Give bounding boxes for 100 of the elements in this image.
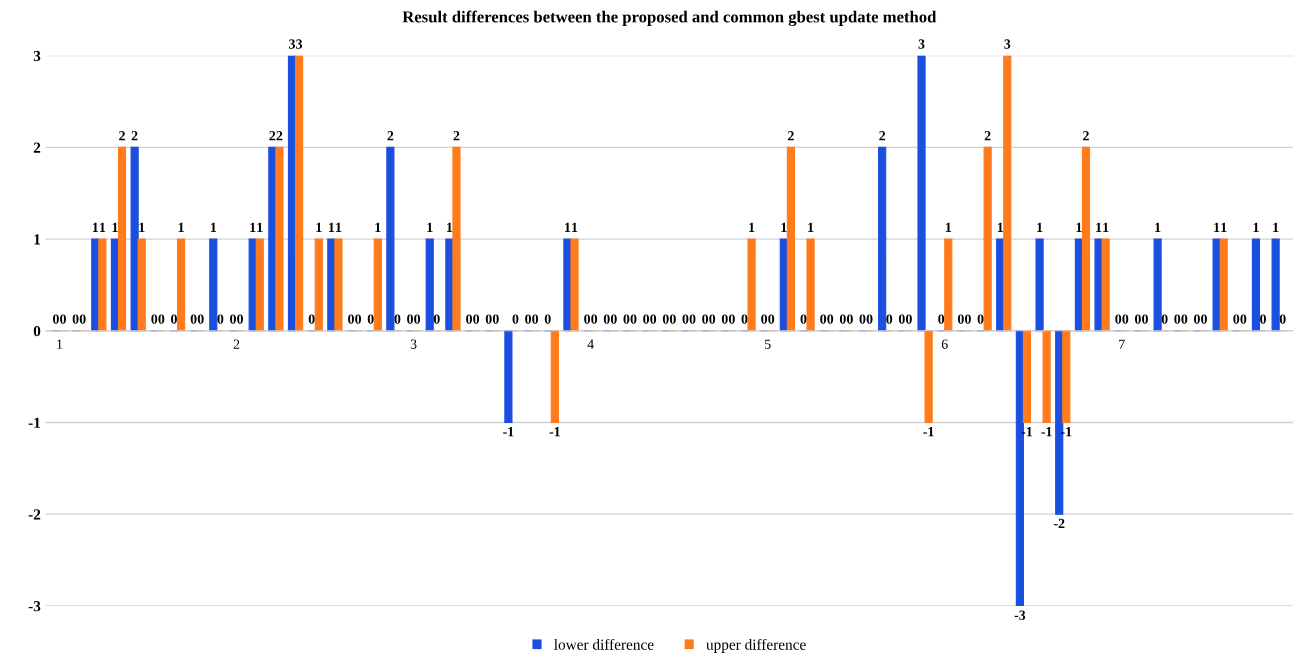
data-label: 0 <box>898 314 905 324</box>
bar <box>1153 238 1162 332</box>
x-tick-label: 3 <box>410 339 417 349</box>
data-label: 1 <box>250 222 256 232</box>
bar <box>314 238 323 332</box>
data-label: 0 <box>1142 314 1148 324</box>
data-label: 1 <box>749 222 755 232</box>
data-label: 0 <box>938 314 945 324</box>
data-label: -1 <box>503 427 514 437</box>
y-tick-label: -1 <box>28 417 41 428</box>
data-label: 0 <box>53 314 59 324</box>
data-label: 2 <box>453 131 460 141</box>
data-label: 1 <box>572 222 578 232</box>
data-label: 0 <box>643 314 650 324</box>
data-label: 0 <box>525 314 532 324</box>
data-label: 0 <box>682 314 689 324</box>
data-label: 1 <box>1096 222 1102 232</box>
data-label: 0 <box>886 314 893 324</box>
data-label: 0 <box>190 314 197 324</box>
data-label: 0 <box>1115 314 1122 324</box>
bar <box>1035 238 1044 332</box>
data-label: 1 <box>328 222 335 232</box>
legend-label: upper difference <box>706 638 806 653</box>
y-tick-label: 1 <box>34 234 41 245</box>
data-label: 0 <box>1201 314 1207 324</box>
data-label: 0 <box>197 314 204 324</box>
y-tick-label: 0 <box>33 325 41 337</box>
y-tick-label: 3 <box>33 50 41 62</box>
data-label: 1 <box>447 222 453 232</box>
x-tick-label: 4 <box>587 339 594 349</box>
data-label: 0 <box>512 314 519 324</box>
bar <box>1101 238 1110 332</box>
data-label: 2 <box>131 131 138 141</box>
bar <box>248 238 257 332</box>
bar <box>1251 238 1261 332</box>
data-label: 0 <box>348 314 354 324</box>
data-label: 0 <box>308 314 315 324</box>
bar <box>334 238 343 332</box>
data-label: 0 <box>905 314 912 324</box>
bar <box>117 146 127 332</box>
data-label: 0 <box>1122 314 1129 324</box>
data-label: 0 <box>721 314 728 324</box>
bar <box>878 146 887 332</box>
data-label: 0 <box>866 314 873 324</box>
data-label: 1 <box>1076 222 1082 232</box>
data-label: 0 <box>689 314 696 324</box>
data-label: 0 <box>158 314 165 324</box>
data-label: 0 <box>414 314 421 324</box>
data-label: 2 <box>788 131 794 141</box>
data-label: 1 <box>1221 222 1227 232</box>
bar <box>917 55 926 332</box>
bar <box>373 238 382 332</box>
data-label: 0 <box>669 314 676 324</box>
data-label: 0 <box>630 314 637 324</box>
data-label: -1 <box>1041 427 1052 437</box>
bar <box>550 330 559 424</box>
data-label: 1 <box>178 222 184 232</box>
data-label: 0 <box>839 314 846 324</box>
y-tick-label: -2 <box>28 509 41 520</box>
bar <box>1081 146 1091 332</box>
bar <box>1062 330 1071 424</box>
data-label: 0 <box>623 314 630 324</box>
data-label: 3 <box>1004 39 1011 49</box>
data-label: 1 <box>257 222 263 232</box>
bar <box>570 238 579 332</box>
y-tick-label: 2 <box>33 142 41 153</box>
data-label: 0 <box>1260 314 1266 324</box>
bar <box>209 238 218 332</box>
x-tick-label: 7 <box>1119 339 1125 349</box>
data-label: 0 <box>957 314 964 324</box>
data-label: 2 <box>269 131 276 141</box>
data-label: -3 <box>1014 610 1026 620</box>
data-label: 0 <box>800 314 807 324</box>
data-label: 1 <box>945 222 952 232</box>
data-label: 0 <box>433 314 440 324</box>
data-label: 1 <box>781 222 787 232</box>
bar <box>983 146 992 332</box>
data-label: 0 <box>532 314 539 324</box>
bar <box>786 146 795 332</box>
data-label: 3 <box>296 39 303 49</box>
bar <box>176 238 186 332</box>
bar <box>944 238 953 332</box>
data-label: 3 <box>289 39 296 49</box>
data-label: 0 <box>1134 314 1141 324</box>
data-label: 0 <box>492 314 499 324</box>
data-label: 0 <box>485 314 492 324</box>
data-label: 1 <box>427 222 433 232</box>
data-label: 0 <box>761 314 768 324</box>
data-label: 1 <box>1273 222 1279 232</box>
data-label: -2 <box>1053 518 1065 528</box>
data-label: 2 <box>879 131 886 141</box>
data-label: 2 <box>119 131 125 141</box>
data-label: 1 <box>1253 222 1259 232</box>
data-label: 0 <box>709 314 716 324</box>
data-label: 2 <box>1083 131 1089 141</box>
bar <box>1271 238 1280 332</box>
data-label: 0 <box>702 314 709 324</box>
bar <box>504 330 513 424</box>
data-label: 0 <box>768 314 775 324</box>
data-label: 0 <box>1174 314 1181 324</box>
